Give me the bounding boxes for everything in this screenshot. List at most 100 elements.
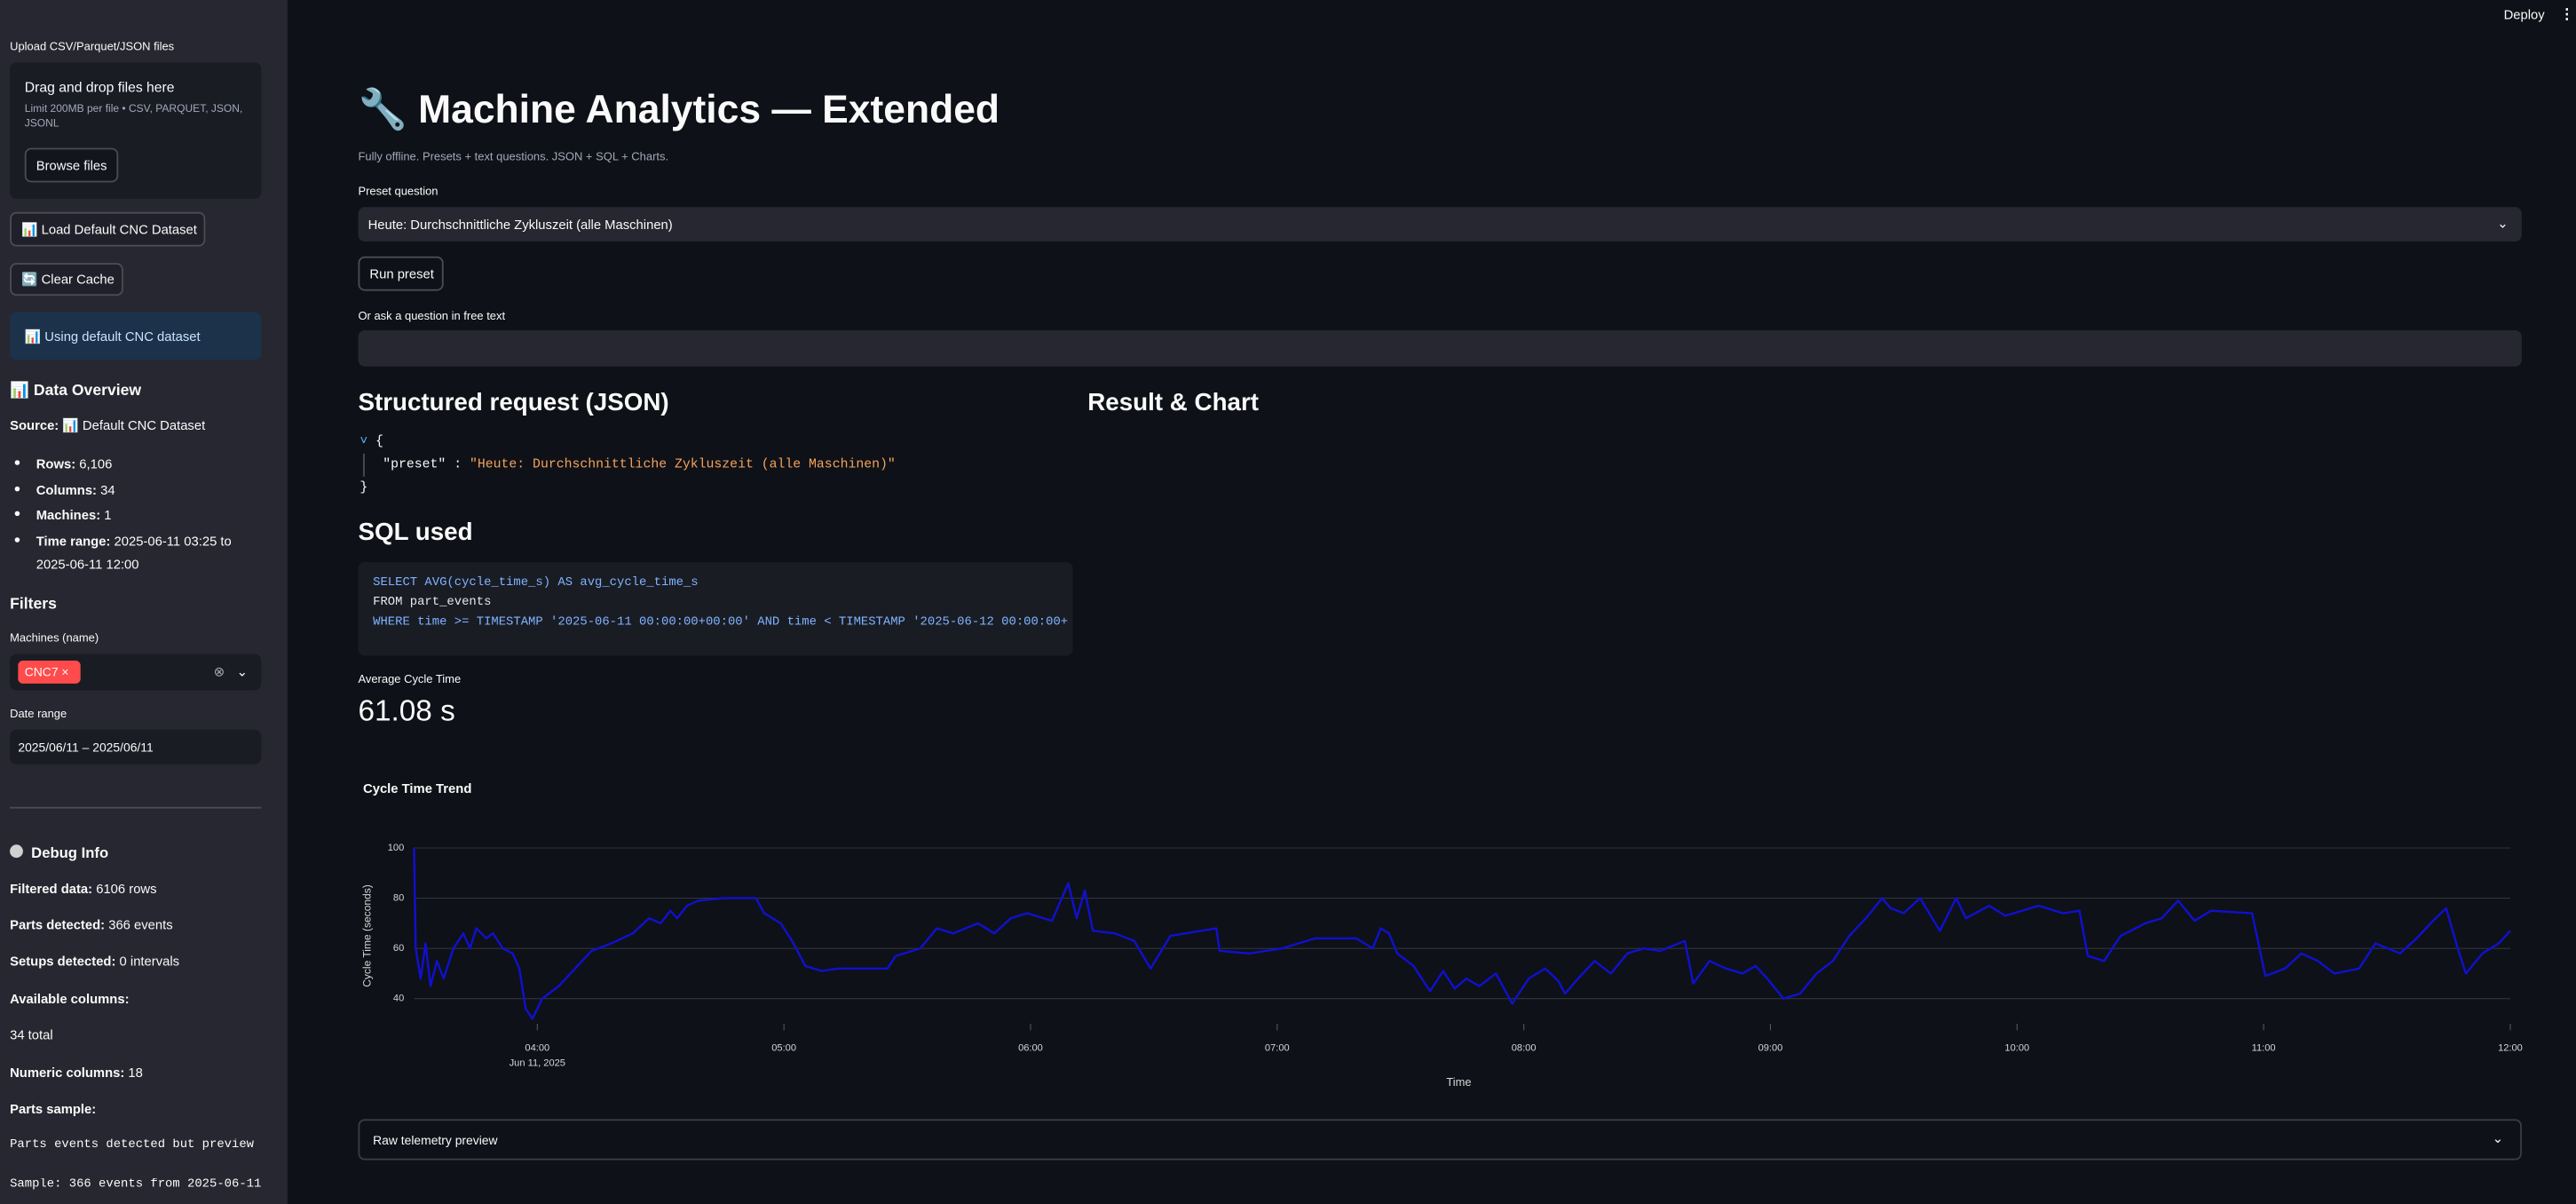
- x-tick-label: 09:00: [1758, 1043, 1783, 1054]
- debug-value: 6106 rows: [96, 881, 157, 897]
- caption: Fully offline. Presets + text questions.…: [358, 152, 669, 164]
- debug-label: Filtered data:: [10, 881, 93, 897]
- preset-label: Preset question: [358, 186, 439, 199]
- stat-item: Time range: 2025-06-11 03:25 to 2025-06-…: [36, 531, 241, 577]
- debug-label: Parts detected:: [10, 917, 106, 933]
- debug-label: Available columns:: [10, 991, 130, 1007]
- expander-label: Raw telemetry preview: [373, 1133, 498, 1148]
- machine-tag-label: CNC7 ×: [24, 664, 69, 680]
- stat-item: Columns: 34: [36, 479, 241, 503]
- preset-select[interactable]: [358, 207, 2522, 242]
- line: [413, 847, 2511, 1020]
- stat-value: 2025-06-11 03:25 to 2025-06-11 12:00: [36, 534, 232, 573]
- machine-tag-text: CNC7: [24, 664, 59, 680]
- debug-item: Available columns:: [10, 992, 129, 1007]
- json-open: ˅ {: [360, 434, 384, 450]
- json-close: }: [360, 480, 368, 496]
- debug-item: Filtered data: 6106 rows: [10, 882, 156, 897]
- sql-line: WHERE time >= TIMESTAMP '2025-06-11 00:0…: [373, 616, 1069, 630]
- debug-value: 0 intervals: [119, 954, 180, 970]
- date-input[interactable]: [10, 729, 262, 764]
- stat-item: Machines: 1: [36, 504, 241, 527]
- y-tick-label: 40: [393, 994, 404, 1004]
- metric-value: 61.08 s: [358, 693, 455, 727]
- debug-text: 34 total: [10, 1027, 53, 1043]
- dropzone-hint: Limit 200MB per file • CSV, PARQUET, JSO…: [24, 103, 243, 131]
- sql-box: SELECT AVG(cycle_time_s) AS avg_cycle_ti…: [358, 561, 1073, 656]
- machine-tag[interactable]: [18, 661, 81, 684]
- debug-item: 34 total: [10, 1028, 53, 1043]
- status-box: [10, 312, 262, 360]
- dropzone-title: Drag and drop files here: [24, 78, 175, 96]
- menu-button[interactable]: ⋮: [2559, 5, 2575, 22]
- metric-label: Average Cycle Time: [358, 674, 462, 686]
- stat-value: 34: [100, 483, 115, 498]
- browse-button-label: Browse files: [36, 157, 107, 173]
- run-button[interactable]: [358, 256, 444, 291]
- preset-chevron[interactable]: ⌄: [2497, 216, 2509, 232]
- date-label: Date range: [10, 709, 67, 721]
- x-tick-label: 07:00: [1265, 1043, 1290, 1054]
- load-button[interactable]: [10, 211, 206, 247]
- clear-icon[interactable]: ⊗: [213, 664, 225, 680]
- x-tick-label: 05:00: [771, 1043, 796, 1054]
- result-heading: Result & Chart: [1087, 388, 1260, 417]
- y-tick-label: 100: [388, 843, 405, 853]
- debug-code: Parts events detected but preview: [10, 1138, 255, 1153]
- load-button-label: 📊 Load Default CNC Dataset: [21, 221, 197, 237]
- x-tick-label: 10:00: [2004, 1043, 2029, 1054]
- expander-chevron[interactable]: ⌄: [2492, 1131, 2504, 1146]
- divider: [10, 806, 262, 809]
- browse-button[interactable]: [24, 147, 119, 183]
- sql-line: FROM part_events: [373, 596, 492, 610]
- expander[interactable]: [358, 1119, 2522, 1160]
- free-text-input[interactable]: [358, 330, 2522, 367]
- debug-icon: [10, 844, 23, 859]
- machines-label: Machines (name): [10, 633, 99, 646]
- date-value: 2025/06/11 – 2025/06/11: [18, 740, 154, 756]
- deploy-button[interactable]: Deploy: [2503, 7, 2545, 22]
- source-value: 📊 Default CNC Dataset: [62, 418, 206, 433]
- json-guide: [363, 453, 365, 477]
- source-label: Source:: [10, 418, 59, 433]
- json-value: "Heute: Durchschnittliche Zykluszeit (al…: [469, 457, 896, 473]
- bullet: [14, 511, 20, 517]
- stat-value: 1: [104, 507, 112, 523]
- chevron[interactable]: ⌄: [236, 664, 248, 680]
- x-tick-label: 12:00: [2498, 1043, 2523, 1054]
- x-axis-title: Time: [1446, 1075, 1471, 1089]
- overview-title: 📊 Data Overview: [10, 382, 142, 400]
- debug-title: Debug Info: [31, 844, 109, 861]
- bullet: [14, 537, 20, 543]
- stat-value: 6,106: [79, 456, 113, 472]
- debug-value: 18: [128, 1065, 143, 1081]
- debug-item: Parts sample:: [10, 1102, 96, 1117]
- debug-label: Setups detected:: [10, 954, 116, 970]
- y-axis-title: Cycle Time (seconds): [361, 884, 374, 987]
- y-tick-label: 60: [393, 943, 404, 954]
- debug-item: Setups detected: 0 intervals: [10, 954, 179, 969]
- preset-value: Heute: Durchschnittliche Zykluszeit (all…: [367, 217, 673, 232]
- bullet: [14, 486, 20, 492]
- stat-label: Machines:: [36, 507, 101, 523]
- debug-item: Numeric columns: 18: [10, 1065, 143, 1081]
- run-button-label: Run preset: [369, 265, 434, 281]
- clear-button[interactable]: [10, 263, 123, 297]
- x-tick-label: 04:00: [525, 1043, 549, 1054]
- bullet: [14, 460, 20, 465]
- stat-item: Rows: 6,106: [36, 454, 241, 477]
- json-heading: Structured request (JSON): [358, 388, 669, 417]
- x-date-label: Jun 11, 2025: [510, 1057, 565, 1068]
- x-tick-label: 11:00: [2252, 1043, 2276, 1054]
- json-line: "preset" : "Heute: Durchschnittliche Zyk…: [383, 457, 896, 473]
- debug-value: 366 events: [108, 917, 173, 933]
- debug-code: Sample: 366 events from 2025-06-11: [10, 1178, 262, 1192]
- page-title: 🔧 Machine Analytics — Extended: [358, 88, 1000, 132]
- chart-title: Cycle Time Trend: [363, 781, 472, 796]
- debug-label: Parts sample:: [10, 1101, 97, 1117]
- debug-item: Parts detected: 366 events: [10, 918, 173, 933]
- x-tick-label: 06:00: [1018, 1043, 1043, 1054]
- sidebar: [0, 0, 288, 1204]
- sql-line: SELECT AVG(cycle_time_s) AS avg_cycle_ti…: [373, 576, 699, 590]
